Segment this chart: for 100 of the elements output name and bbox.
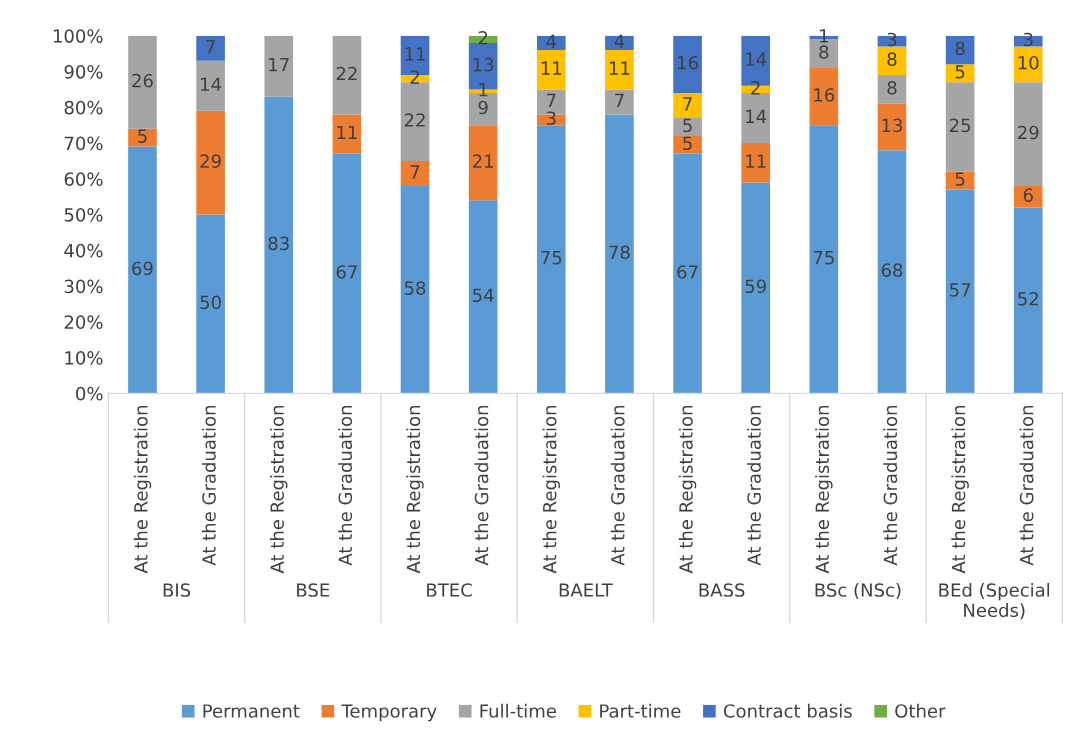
data-label: 7 xyxy=(410,165,420,179)
x-tick-label: At the Graduation xyxy=(474,406,489,566)
y-tick-label: 60% xyxy=(64,172,103,186)
data-label: 6 xyxy=(1023,188,1033,202)
bar xyxy=(809,125,839,394)
x-tick-label: At the Registration xyxy=(678,406,697,574)
data-label: 83 xyxy=(268,236,289,251)
data-label: 4 xyxy=(546,34,557,48)
bar xyxy=(196,214,225,394)
data-label: 29 xyxy=(200,154,221,168)
data-label: 10 xyxy=(1018,55,1039,70)
data-label: 14 xyxy=(746,109,767,123)
data-label: 13 xyxy=(473,57,494,72)
bar xyxy=(468,200,498,394)
legend-label: Part-time xyxy=(600,703,681,718)
data-label: 21 xyxy=(472,154,493,168)
legend-label: Temporary xyxy=(341,704,437,722)
y-tick-label: 90% xyxy=(64,64,103,79)
data-label: 16 xyxy=(814,88,835,102)
bar xyxy=(605,89,634,115)
bar xyxy=(128,128,157,147)
data-label: 4 xyxy=(614,34,625,48)
data-label: 7 xyxy=(683,97,692,111)
text: BSE xyxy=(297,583,330,597)
data-label: 68 xyxy=(881,263,903,278)
data-label: 5 xyxy=(955,65,965,79)
bar xyxy=(741,143,771,183)
x-tick-label: At the Registration xyxy=(270,406,288,574)
bar xyxy=(741,182,771,394)
data-label: 22 xyxy=(404,113,425,127)
data-label: 11 xyxy=(609,61,630,75)
data-label: 67 xyxy=(336,265,357,279)
bar xyxy=(1013,46,1043,83)
data-label: 7 xyxy=(547,93,556,107)
bar xyxy=(673,118,702,136)
bar xyxy=(128,35,157,129)
data-label: 7 xyxy=(206,40,215,54)
bar xyxy=(1013,82,1043,186)
data-label: 5 xyxy=(683,136,692,151)
legend-label: Contract basis xyxy=(723,703,852,718)
x-tick-label: At the Registration xyxy=(951,406,969,574)
y-tick-label: 40% xyxy=(64,243,103,258)
legend-label: Full-time xyxy=(480,703,556,718)
bar xyxy=(400,82,430,161)
data-label: 5 xyxy=(955,172,965,186)
y-tick-label: 80% xyxy=(64,100,103,115)
bar xyxy=(128,146,157,394)
data-label: 11 xyxy=(405,47,425,61)
bar xyxy=(196,110,225,215)
bar xyxy=(945,189,975,394)
bar xyxy=(877,150,907,394)
y-tick-label: 100% xyxy=(53,29,103,43)
data-label: 14 xyxy=(201,77,222,91)
x-tick-label: At the Registration xyxy=(406,406,424,574)
bar xyxy=(605,114,634,394)
data-label: 59 xyxy=(745,279,766,294)
legend-label: Permanent xyxy=(203,704,300,718)
data-label: 75 xyxy=(813,251,834,265)
bar xyxy=(536,125,566,394)
data-label: 3 xyxy=(887,32,897,47)
data-label: 8 xyxy=(887,80,897,95)
bar xyxy=(605,50,634,90)
text: BEd (Special Needs) xyxy=(939,582,1050,620)
data-label: 75 xyxy=(541,251,562,265)
data-label: 50 xyxy=(200,295,221,310)
bar xyxy=(264,35,294,97)
x-tick-label: At the Graduation xyxy=(610,406,625,566)
bar xyxy=(400,185,430,394)
data-label: 13 xyxy=(882,118,903,133)
data-label: 11 xyxy=(746,154,766,168)
bar xyxy=(1013,207,1043,394)
data-label: 8 xyxy=(955,41,965,56)
bar xyxy=(264,96,294,394)
bar xyxy=(673,135,702,154)
data-label: 5 xyxy=(683,118,692,133)
x-tick-label: At the Graduation xyxy=(338,406,353,566)
data-label: 69 xyxy=(132,261,153,276)
data-label: 7 xyxy=(615,93,624,107)
data-label: 3 xyxy=(546,111,556,126)
y-tick-label: 70% xyxy=(64,136,103,151)
data-label: 16 xyxy=(678,55,698,70)
x-tick-label: At the Graduation xyxy=(201,406,216,566)
x-tick-label: At the Registration xyxy=(133,406,152,574)
y-tick-label: 20% xyxy=(64,315,103,329)
x-tick-label: At the Graduation xyxy=(1019,406,1034,566)
data-label: 1 xyxy=(479,83,488,97)
x-tick-label: At the Graduation xyxy=(883,406,898,566)
bar xyxy=(877,46,907,76)
bar xyxy=(332,153,362,394)
bar xyxy=(877,75,907,104)
bar xyxy=(877,103,907,151)
bar xyxy=(400,160,430,186)
x-tick-label: At the Registration xyxy=(815,406,833,574)
text: BSc (NSc) xyxy=(815,582,901,599)
data-label: 17 xyxy=(269,57,289,72)
bar xyxy=(1013,185,1043,208)
legend-label: Other xyxy=(895,703,946,718)
data-label: 67 xyxy=(677,265,698,279)
bar xyxy=(196,35,225,61)
y-tick-label: 30% xyxy=(64,279,103,294)
